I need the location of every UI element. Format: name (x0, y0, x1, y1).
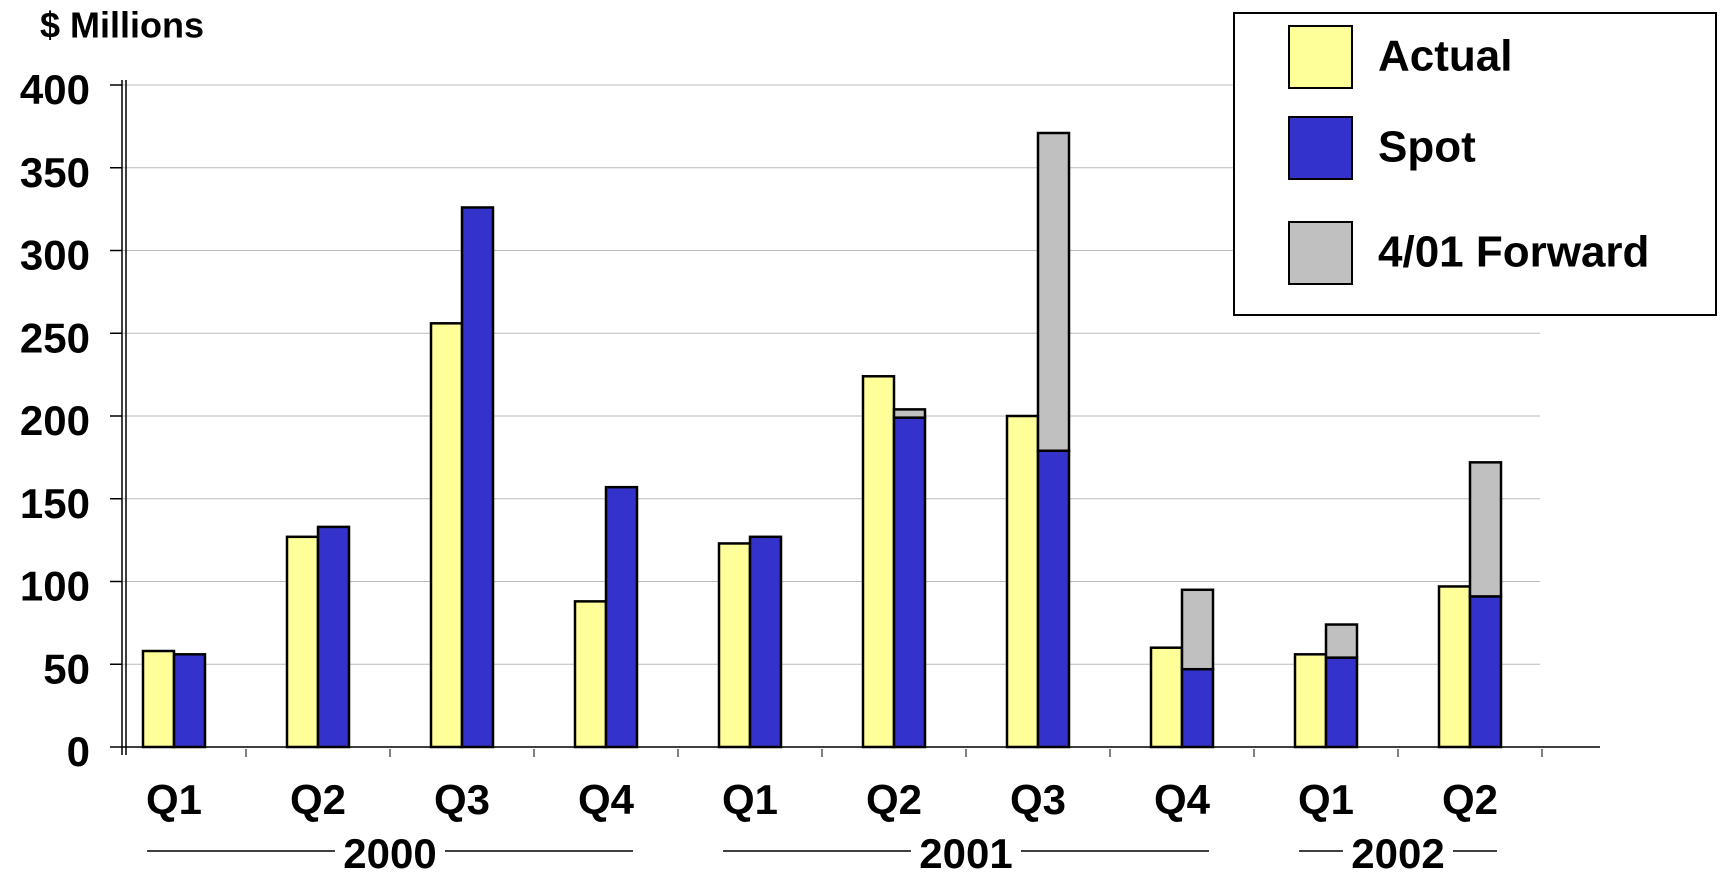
y-tick-label: 300 (20, 232, 90, 279)
x-tick-label: Q4 (1154, 776, 1211, 823)
bar (861, 375, 896, 749)
bar (717, 542, 752, 749)
y-axis-label: $ Millions (40, 5, 204, 46)
bar (1324, 656, 1359, 749)
bar (141, 649, 176, 749)
bar (460, 206, 495, 749)
bar (1149, 646, 1184, 749)
bar (1036, 449, 1071, 749)
x-tick-label: Q1 (1298, 776, 1354, 823)
bar (1180, 667, 1215, 749)
group-label: 2001 (919, 830, 1012, 877)
legend-swatch (1288, 116, 1353, 180)
y-tick-label: 200 (20, 397, 90, 444)
y-tick-label: 150 (20, 480, 90, 527)
x-tick-label: Q1 (146, 776, 202, 823)
bar (573, 600, 608, 749)
legend-label: Actual (1378, 32, 1512, 81)
bar (892, 416, 927, 749)
bar (172, 653, 207, 749)
x-tick-label: Q2 (866, 776, 922, 823)
legend-swatch (1288, 25, 1353, 89)
y-tick-label: 350 (20, 149, 90, 196)
bar (604, 485, 639, 749)
bar (316, 525, 351, 749)
bar (1180, 588, 1215, 671)
legend-label: Spot (1378, 123, 1476, 172)
x-tick-label: Q3 (434, 776, 490, 823)
bar (1468, 595, 1503, 749)
y-tick-label: 0 (67, 728, 90, 775)
y-tick-label: 100 (20, 563, 90, 610)
x-tick-label: Q1 (722, 776, 778, 823)
bar (1005, 414, 1040, 749)
y-tick-label: 250 (20, 314, 90, 361)
y-tick-label: 50 (43, 645, 90, 692)
legend-swatch (1288, 221, 1353, 285)
bar (1293, 653, 1328, 749)
x-tick-label: Q2 (290, 776, 346, 823)
x-tick-label: Q2 (1442, 776, 1498, 823)
x-tick-label: Q4 (578, 776, 635, 823)
bar (892, 408, 927, 419)
group-label: 2000 (343, 830, 436, 877)
bar (1324, 623, 1359, 659)
bar (748, 535, 783, 749)
x-tick-label: Q3 (1010, 776, 1066, 823)
bar (1036, 131, 1071, 453)
bar (1468, 461, 1503, 598)
y-tick-label: 400 (20, 66, 90, 113)
group-label: 2002 (1351, 830, 1444, 877)
bar (285, 535, 320, 749)
bar (429, 322, 464, 749)
legend-label: 4/01 Forward (1378, 228, 1649, 277)
bar (1437, 585, 1472, 749)
